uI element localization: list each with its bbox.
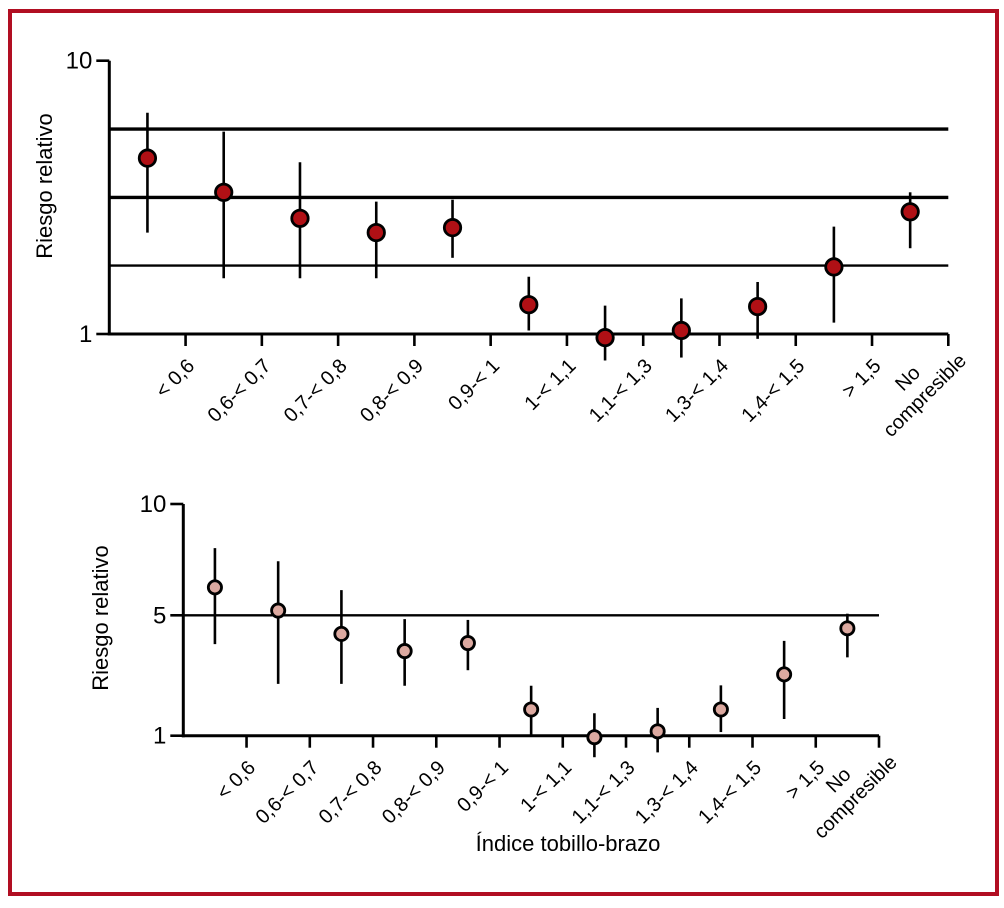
rr-point-marker: [366, 222, 386, 243]
y-tick-label: 5: [153, 602, 166, 629]
rr-point-marker: [442, 218, 463, 238]
x-category-label: 0,8-< 0,9: [356, 355, 428, 427]
rr-point-marker: [839, 620, 856, 637]
rr-point-marker: [776, 666, 793, 683]
x-category-label: < 0,6: [152, 355, 199, 402]
rr-point-marker: [333, 625, 350, 642]
y-tick-label: 1: [79, 321, 92, 348]
rr-point-marker: [649, 723, 666, 740]
rr-point-marker: [396, 643, 413, 660]
rr-point-marker: [671, 320, 691, 341]
y-tick-label: 10: [66, 48, 93, 75]
x-category-label: 0,9-< 1: [453, 757, 513, 817]
y-axis-title: Riesgo relativo: [88, 545, 113, 691]
y-tick-label: 1: [153, 723, 166, 750]
rr-point-marker: [137, 148, 158, 168]
x-category-label: 0,9-< 1: [444, 355, 504, 415]
x-category-label: 1,1-< 1,3: [568, 757, 640, 829]
y-axis-title: Riesgo relativo: [32, 113, 57, 259]
x-category-label: 0,8-< 0,9: [378, 757, 450, 829]
x-category-label: > 1,5: [838, 355, 885, 402]
x-axis-title: Índice tobillo-brazo: [476, 831, 661, 856]
x-category-label: 1,4-< 1,5: [694, 757, 766, 829]
rr-point-marker: [824, 257, 844, 277]
rr-point-marker: [523, 701, 540, 718]
rr-point-marker: [519, 295, 539, 315]
rr-point-marker: [900, 202, 920, 222]
bottom-chart: 10 5 1 < 0,60,6-< 0,70,7-< 0,80,8-< 0,9 0,9-…: [88, 491, 902, 856]
x-category-label: 0,6-< 0,7: [252, 757, 324, 829]
rr-point-marker: [748, 296, 768, 317]
x-category-label-no-compresible: Nocompresible: [862, 333, 971, 442]
x-category-label: 0,7-< 0,8: [280, 355, 352, 427]
rr-point-marker: [595, 328, 615, 348]
rr-point-marker: [586, 729, 603, 746]
top-chart: 10 1 < 0,6 0,6-< 0,7 0,7-< 0,8 0,8-< 0,9 0,9-<…: [32, 48, 971, 442]
x-category-label: 1,3-< 1,4: [631, 757, 703, 829]
x-category-label: 0,6-< 0,7: [204, 355, 276, 427]
x-category-label: 1,3-< 1,4: [661, 355, 733, 427]
y-tick-label: 10: [140, 491, 167, 518]
rr-point-marker: [270, 602, 287, 619]
rr-point-marker: [214, 182, 234, 202]
rr-point-marker: [290, 208, 310, 228]
rr-point-marker: [206, 579, 223, 596]
figure-frame: [8, 9, 999, 896]
x-category-label: 0,7-< 0,8: [315, 757, 387, 829]
x-category-label: 1,4-< 1,5: [738, 355, 810, 427]
x-category-label: < 0,6: [213, 757, 260, 804]
rr-point-marker: [459, 635, 476, 652]
x-category-label: 1-< 1,1: [520, 355, 580, 415]
x-category-label: 1-< 1,1: [516, 757, 576, 817]
rr-point-marker: [712, 701, 729, 718]
x-category-label: 1,1-< 1,3: [585, 355, 657, 427]
